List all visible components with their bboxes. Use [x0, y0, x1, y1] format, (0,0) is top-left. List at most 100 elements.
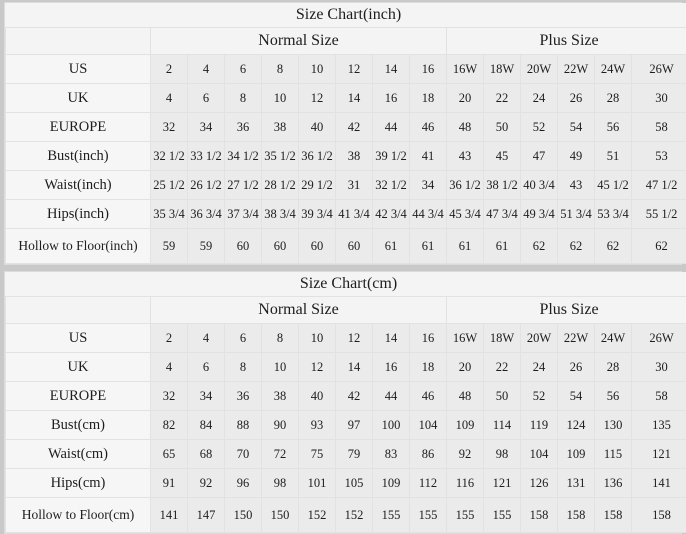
table-cell: 28 — [595, 353, 632, 382]
table-cell: 28 — [595, 84, 632, 113]
chart-title: Size Chart(cm) — [6, 272, 686, 297]
table-cell: 101 — [299, 469, 336, 498]
table-cell: 65 — [151, 440, 188, 469]
table-cell: 61 — [484, 229, 521, 264]
table-cell: 100 — [373, 411, 410, 440]
table-cell: 14 — [336, 353, 373, 382]
table-cell: 41 3/4 — [336, 200, 373, 229]
table-cell: 35 1/2 — [262, 142, 299, 171]
table-cell: 43 — [558, 171, 595, 200]
table-cell: 37 3/4 — [225, 200, 262, 229]
table-cell: 40 — [299, 382, 336, 411]
row-label-uk: UK — [6, 84, 151, 113]
table-cell: 34 — [188, 382, 225, 411]
table-cell: 62 — [558, 229, 595, 264]
table-cell: 55 1/2 — [632, 200, 686, 229]
row-label-waistcm: Waist(cm) — [6, 440, 151, 469]
row-label-hipscm: Hips(cm) — [6, 469, 151, 498]
table-cell: 16 — [373, 84, 410, 113]
table-cell: 34 — [410, 171, 447, 200]
row-label-hipsinch: Hips(inch) — [6, 200, 151, 229]
table-cell: 105 — [336, 469, 373, 498]
table-cell: 124 — [558, 411, 595, 440]
table-cell: 92 — [447, 440, 484, 469]
table-cell: 43 — [447, 142, 484, 171]
table-cell: 54 — [558, 113, 595, 142]
table-cell: 18W — [484, 324, 521, 353]
table-cell: 30 — [632, 84, 686, 113]
table-cell: 158 — [521, 498, 558, 533]
table-cell: 31 — [336, 171, 373, 200]
table-cell: 47 1/2 — [632, 171, 686, 200]
table-cell: 38 3/4 — [262, 200, 299, 229]
table-cell: 72 — [262, 440, 299, 469]
table-cell: 35 3/4 — [151, 200, 188, 229]
table-cell: 42 3/4 — [373, 200, 410, 229]
group-header-normal-size: Normal Size — [151, 28, 447, 55]
table-cell: 155 — [373, 498, 410, 533]
table-cell: 14 — [336, 84, 373, 113]
table-cell: 49 3/4 — [521, 200, 558, 229]
table-cell: 32 — [151, 113, 188, 142]
table-cell: 135 — [632, 411, 686, 440]
table-cell: 36 — [225, 113, 262, 142]
table-cell: 61 — [410, 229, 447, 264]
chart-title: Size Chart(inch) — [6, 3, 686, 28]
table-cell: 16 — [410, 55, 447, 84]
table-cell: 104 — [410, 411, 447, 440]
table-cell: 18 — [410, 84, 447, 113]
group-header-normal-size: Normal Size — [151, 297, 447, 324]
table-cell: 51 3/4 — [558, 200, 595, 229]
table-cell: 12 — [299, 84, 336, 113]
table-cell: 109 — [447, 411, 484, 440]
group-header-plus-size: Plus Size — [447, 297, 686, 324]
table-cell: 26W — [632, 324, 686, 353]
row-label-waistinch: Waist(inch) — [6, 171, 151, 200]
table-cell: 6 — [225, 324, 262, 353]
table-cell: 34 — [188, 113, 225, 142]
table-cell: 24W — [595, 55, 632, 84]
table-cell: 10 — [299, 324, 336, 353]
table-cell: 46 — [410, 113, 447, 142]
chart-title-row: Size Chart(inch) — [6, 3, 686, 28]
table-cell: 10 — [299, 55, 336, 84]
table-cell: 60 — [262, 229, 299, 264]
table-cell: 62 — [632, 229, 686, 264]
table-cell: 79 — [336, 440, 373, 469]
table-cell: 27 1/2 — [225, 171, 262, 200]
table-cell: 39 3/4 — [299, 200, 336, 229]
table-cell: 20 — [447, 353, 484, 382]
table-cell: 6 — [188, 84, 225, 113]
table-cell: 136 — [595, 469, 632, 498]
table-cell: 20W — [521, 324, 558, 353]
table-cell: 4 — [188, 324, 225, 353]
table-cell: 18 — [410, 353, 447, 382]
table-cell: 26W — [632, 55, 686, 84]
table-cell: 155 — [447, 498, 484, 533]
table-cell: 38 — [262, 382, 299, 411]
table-cell: 44 — [373, 382, 410, 411]
table-cell: 36 1/2 — [447, 171, 484, 200]
table-cell: 98 — [262, 469, 299, 498]
table-cell: 62 — [595, 229, 632, 264]
table-cell: 62 — [521, 229, 558, 264]
table-cell: 39 1/2 — [373, 142, 410, 171]
table-cell: 44 — [373, 113, 410, 142]
table-cell: 36 — [225, 382, 262, 411]
chart-title-row: Size Chart(cm) — [6, 272, 686, 297]
table-cell: 112 — [410, 469, 447, 498]
table-cell: 47 — [521, 142, 558, 171]
table-cell: 131 — [558, 469, 595, 498]
row-label-us: US — [6, 324, 151, 353]
table-cell: 32 1/2 — [373, 171, 410, 200]
